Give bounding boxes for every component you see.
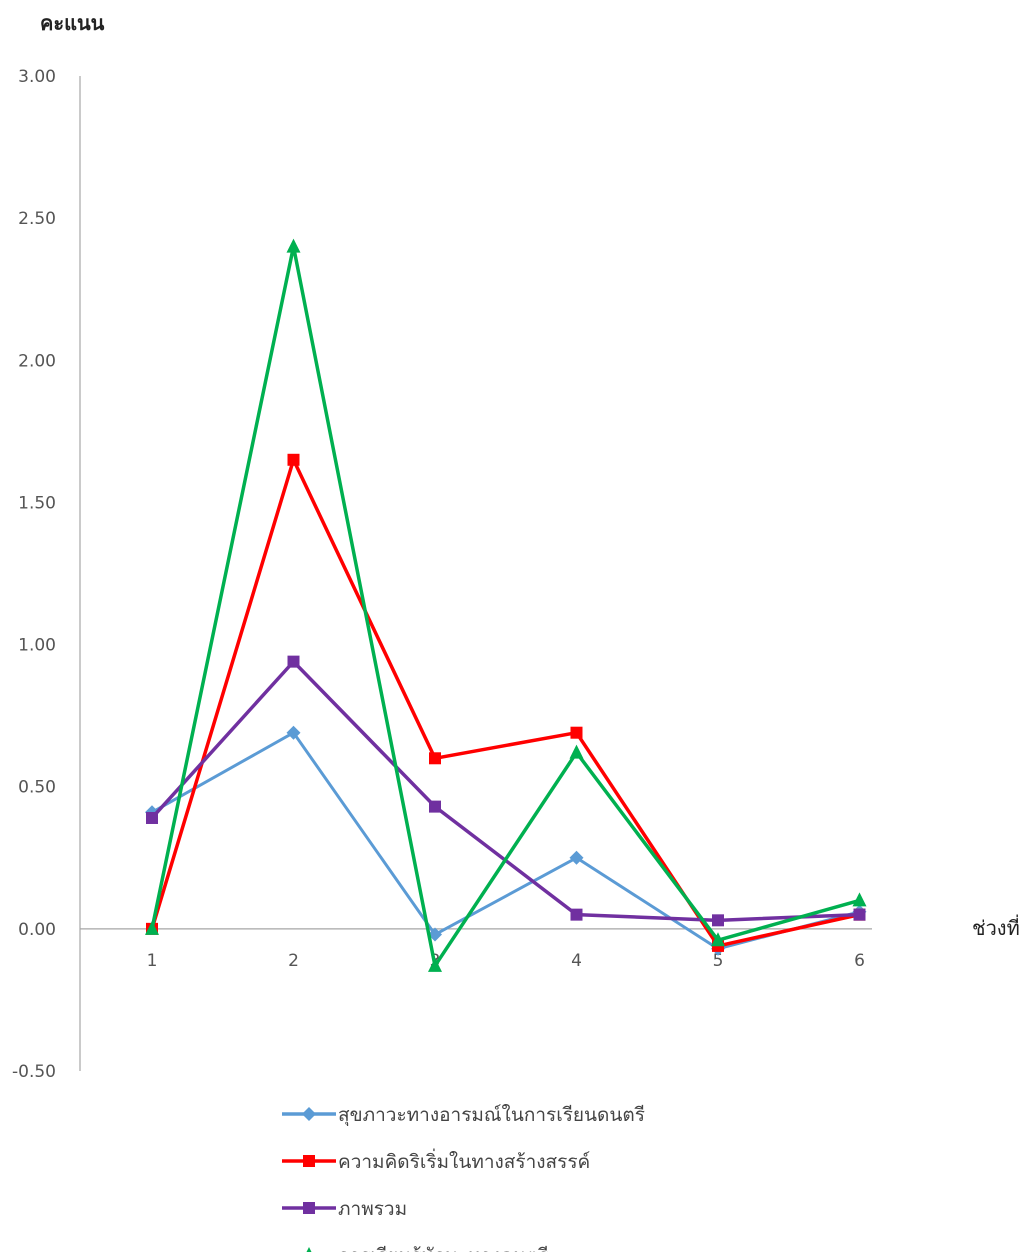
data-point [569,744,584,759]
series-1 [145,725,867,956]
data-point [429,752,441,765]
data-point [286,238,301,253]
data-point [570,908,583,921]
data-point [428,927,442,942]
data-point [287,655,300,668]
data-point [286,725,301,740]
legend: สุขภาวะทางอารมณ์ในการเรียนดนตรีความคิดริ… [282,1104,645,1256]
y-tick-label: 0.00 [18,920,56,940]
legend-marker [302,1107,316,1121]
series-line [150,659,860,923]
data-point [711,932,725,947]
data-point [569,850,584,865]
series-layer [145,238,867,972]
series-3 [146,655,866,927]
x-axis-title: ช่วงที่ [972,914,1020,940]
y-tick-label: 1.00 [18,636,56,656]
axes: 3.002.502.001.501.000.500.00-0.50123456 [12,67,872,1082]
legend-label: สุขภาวะทางอารมณ์ในการเรียนดนตรี [338,1104,645,1127]
legend-marker [304,1247,314,1256]
data-point [428,957,442,972]
series-4 [145,238,867,972]
x-tick-label: 5 [713,951,724,971]
legend-marker [303,1202,315,1214]
legend-item: สุขภาวะทางอารมณ์ในการเรียนดนตรี [282,1104,645,1127]
x-tick-label: 1 [147,951,158,971]
x-tick-label: 2 [288,951,299,971]
y-axis-title: คะแนน [40,11,105,35]
series-line [150,244,860,968]
legend-label: ความคิดริเริ่มในทางสร้างสรรค์ [338,1148,590,1173]
x-tick-label: 4 [571,951,582,971]
legend-item: ภาพรวม [282,1198,407,1220]
data-point [146,811,158,824]
y-tick-label: 1.50 [18,493,56,513]
legend-item: ความคิดริเริ่มในทางสร้างสรรค์ [282,1148,590,1173]
data-point [852,892,867,907]
x-tick-label: 6 [854,951,865,971]
data-point [853,908,866,921]
y-tick-label: 3.00 [18,67,56,87]
series-line [151,731,860,951]
legend-marker [303,1155,315,1167]
data-point [570,726,583,739]
data-point [429,800,441,813]
y-tick-label: -0.50 [12,1062,56,1082]
data-point [145,920,159,935]
data-point [712,914,724,927]
legend-item: การเรียนรู้ทักษะทางดนตรี [282,1245,549,1256]
y-tick-label: 2.00 [18,351,56,371]
y-tick-label: 2.50 [18,209,56,229]
legend-label: การเรียนรู้ทักษะทางดนตรี [338,1245,549,1252]
data-point [287,453,300,466]
y-tick-label: 0.50 [18,778,56,798]
series-line [150,458,860,948]
legend-label: ภาพรวม [338,1198,407,1220]
